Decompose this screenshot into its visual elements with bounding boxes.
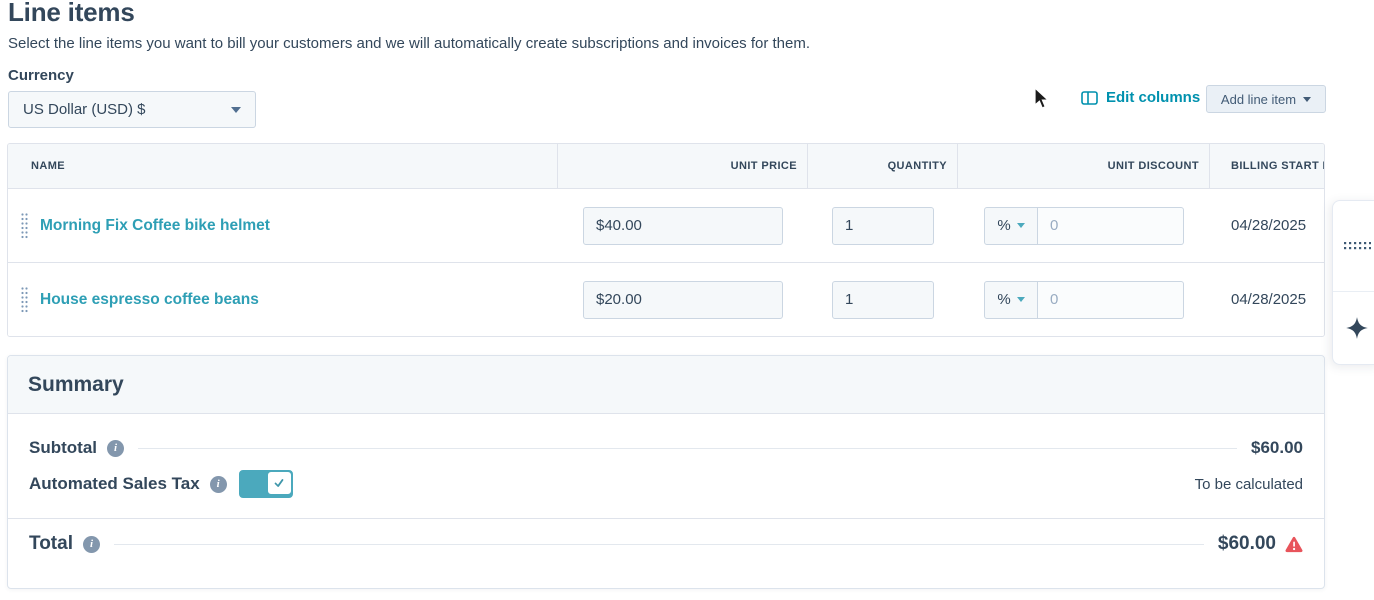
subtotal-label: Subtotal [29, 438, 97, 457]
sparkle-icon [1345, 317, 1368, 339]
table-columns-icon [1081, 90, 1098, 105]
table-row: Morning Fix Coffee bike helmet % 04/28/2… [8, 188, 1324, 262]
caret-down-icon [1016, 223, 1025, 228]
currency-select[interactable]: US Dollar (USD) $ [8, 91, 256, 128]
total-row: Total i $60.00 [29, 519, 1303, 555]
add-line-item-label: Add line item [1220, 91, 1297, 107]
grip-dots-icon [1343, 242, 1371, 250]
page-subtitle: Select the line items you want to bill y… [8, 35, 811, 52]
info-circle-icon[interactable]: i [209, 475, 227, 493]
collapsed-side-panel [1332, 200, 1374, 365]
checkmark-icon [274, 479, 284, 487]
discount-unit-value: % [997, 217, 1011, 234]
column-header-name: NAME [8, 144, 558, 188]
line-items-table: NAME UNIT PRICE QUANTITY UNIT DISCOUNT B… [7, 143, 1325, 337]
automated-sales-tax-label: Automated Sales Tax [29, 474, 200, 493]
subtotal-row: Subtotal i $60.00 [29, 438, 1303, 458]
column-header-unit-discount: UNIT DISCOUNT [958, 144, 1210, 188]
currency-select-value: US Dollar (USD) $ [23, 101, 146, 118]
line-item-name-link[interactable]: Morning Fix Coffee bike helmet [40, 216, 270, 234]
column-header-unit-price: UNIT PRICE [558, 144, 808, 188]
column-header-quantity: QUANTITY [808, 144, 958, 188]
unit-price-input[interactable] [583, 206, 783, 245]
ai-assistant-button[interactable] [1333, 292, 1374, 364]
billing-start-date[interactable]: 04/28/2025 [1231, 217, 1307, 234]
automated-sales-tax-row: Automated Sales Tax i To be calculated [29, 470, 1303, 498]
table-header-row: NAME UNIT PRICE QUANTITY UNIT DISCOUNT B… [8, 144, 1324, 188]
summary-section: Summary Subtotal i $60.00 Automated Sale… [7, 355, 1325, 589]
subtotal-value: $60.00 [1251, 438, 1303, 457]
currency-label: Currency [8, 67, 74, 84]
warning-triangle-icon[interactable] [1285, 536, 1303, 553]
chevron-down-icon [231, 106, 241, 113]
edit-columns-label: Edit columns [1106, 89, 1201, 106]
page-title: Line items [8, 0, 135, 27]
total-value: $60.00 [1217, 533, 1276, 554]
summary-title: Summary [8, 356, 1324, 414]
table-row: House espresso coffee beans % 04/28/2025 [8, 262, 1324, 336]
column-header-billing-start: BILLING START DATE [1231, 160, 1324, 172]
drag-handle-dots-icon[interactable] [20, 212, 29, 239]
mouse-cursor [1034, 87, 1050, 109]
total-label: Total [29, 533, 73, 554]
unit-discount-input[interactable] [1038, 206, 1184, 245]
leader-line [113, 543, 1204, 545]
discount-unit-value: % [997, 291, 1011, 308]
tax-value: To be calculated [1194, 475, 1303, 493]
unit-discount-input[interactable] [1038, 280, 1184, 319]
info-circle-icon[interactable]: i [107, 439, 124, 457]
discount-unit-select[interactable]: % [984, 280, 1038, 319]
automated-sales-tax-toggle[interactable] [238, 470, 293, 498]
edit-columns-button[interactable]: Edit columns [1081, 89, 1200, 106]
drag-handle-dots-icon[interactable] [20, 286, 29, 313]
quantity-input[interactable] [832, 206, 934, 245]
summary-divider [8, 518, 1324, 519]
line-item-name-link[interactable]: House espresso coffee beans [40, 290, 259, 308]
caret-down-icon [1016, 297, 1025, 302]
leader-line [138, 447, 1237, 449]
add-line-item-button[interactable]: Add line item [1206, 85, 1326, 113]
discount-unit-select[interactable]: % [984, 206, 1038, 245]
billing-start-date[interactable]: 04/28/2025 [1231, 291, 1307, 308]
panel-drag-handle[interactable] [1333, 201, 1374, 292]
caret-down-icon [1303, 96, 1312, 102]
quantity-input[interactable] [832, 280, 934, 319]
info-circle-icon[interactable]: i [82, 535, 100, 553]
unit-price-input[interactable] [583, 280, 783, 319]
